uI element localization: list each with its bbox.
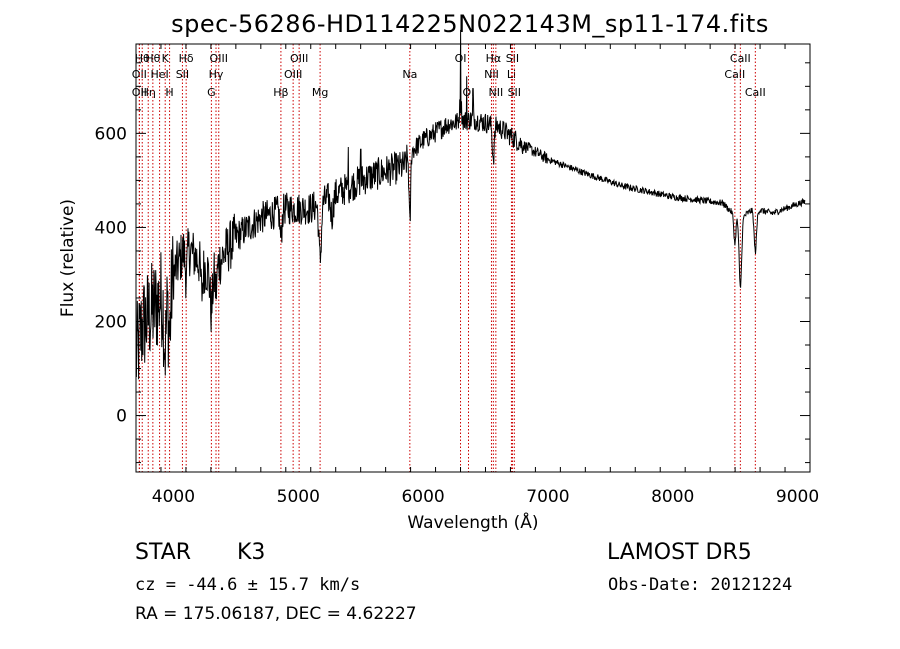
x-tick-label: 6000 bbox=[401, 487, 444, 507]
survey-name: LAMOST DR5 bbox=[607, 540, 752, 565]
cz-value: -44.6 ± 15.7 km/s bbox=[186, 575, 361, 595]
line-label: Hβ bbox=[273, 86, 288, 99]
line-label: Hα bbox=[486, 52, 502, 65]
line-label: SII bbox=[176, 68, 189, 81]
line-label: Na bbox=[402, 68, 417, 81]
line-label: OIII bbox=[284, 68, 302, 81]
line-label: SII bbox=[506, 52, 519, 65]
line-label: Hθ bbox=[145, 52, 160, 65]
line-label: G bbox=[207, 86, 216, 99]
line-label: OI bbox=[463, 86, 475, 99]
line-label: Li bbox=[507, 68, 516, 81]
y-tick-label: 0 bbox=[116, 407, 127, 427]
line-label: Mg bbox=[312, 86, 328, 99]
object-class: STAR bbox=[135, 540, 192, 565]
y-tick-label: 400 bbox=[95, 218, 127, 238]
y-axis-label: Flux (relative) bbox=[58, 199, 78, 317]
plot-frame bbox=[135, 43, 811, 473]
obs-date: Obs-Date: 20121224 bbox=[608, 575, 793, 595]
line-label: CaII bbox=[730, 52, 751, 65]
line-label: K bbox=[162, 52, 170, 65]
line-label: NII bbox=[484, 68, 499, 81]
line-label: CaII bbox=[724, 68, 745, 81]
line-label: NII bbox=[488, 86, 503, 99]
line-label: Hη bbox=[141, 86, 156, 99]
line-label: OIII bbox=[290, 52, 308, 65]
x-tick-label: 5000 bbox=[277, 487, 320, 507]
y-tick-label: 600 bbox=[95, 124, 127, 144]
y-tick-label: 200 bbox=[95, 312, 127, 332]
line-label: OIII bbox=[210, 52, 228, 65]
spectrum-line bbox=[135, 29, 806, 380]
line-label: Hγ bbox=[209, 68, 224, 81]
line-label: Hδ bbox=[179, 52, 194, 65]
x-axis-label: Wavelength (Å) bbox=[407, 511, 538, 533]
line-label: Hθ bbox=[135, 52, 150, 65]
line-label: SII bbox=[508, 86, 521, 99]
object-subclass: K3 bbox=[237, 540, 266, 565]
line-label: CaII bbox=[745, 86, 766, 99]
x-tick-label: 8000 bbox=[651, 487, 694, 507]
line-label: H bbox=[165, 86, 173, 99]
x-tick-label: 9000 bbox=[776, 487, 819, 507]
x-tick-label: 7000 bbox=[526, 487, 569, 507]
line-label: HeI bbox=[150, 68, 168, 81]
redshift-line: cz = -44.6 ± 15.7 km/s bbox=[135, 575, 360, 595]
cz-prefix: cz = bbox=[135, 575, 187, 595]
ra-dec: RA = 175.06187, DEC = 4.62227 bbox=[135, 604, 417, 624]
x-tick-label: 4000 bbox=[152, 487, 195, 507]
chart-title: spec-56286-HD114225N022143M_sp11-174.fit… bbox=[171, 10, 769, 38]
